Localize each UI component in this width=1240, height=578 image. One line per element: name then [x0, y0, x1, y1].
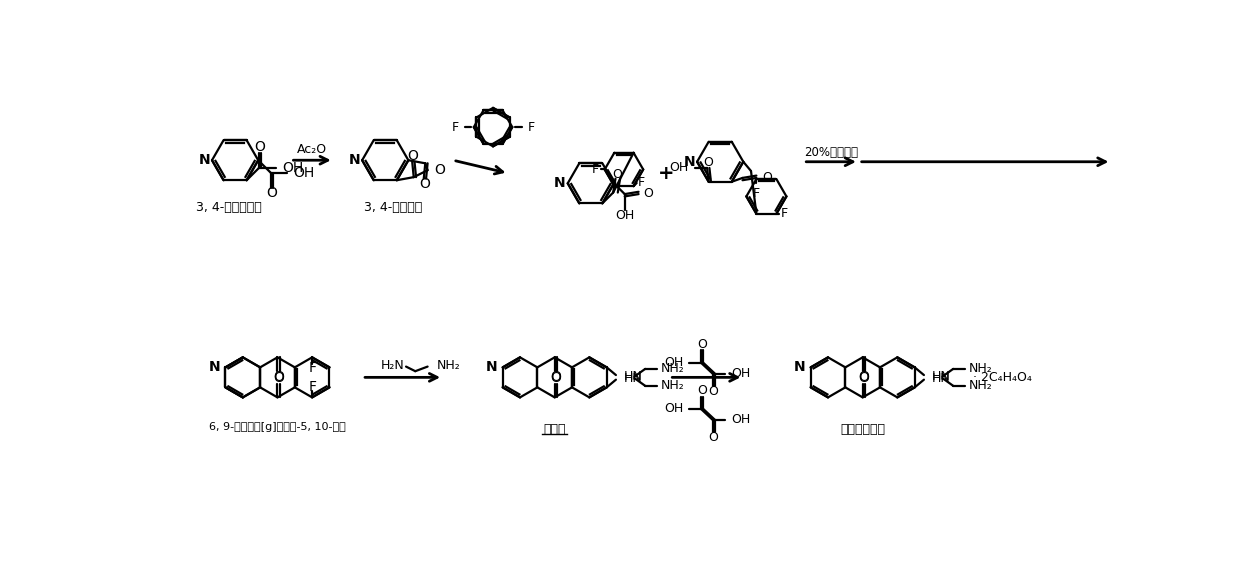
- Text: 20%发烟硫酸: 20%发烟硫酸: [804, 146, 858, 159]
- Text: O: O: [697, 384, 707, 397]
- Text: NH₂: NH₂: [968, 379, 992, 392]
- Text: HN: HN: [931, 372, 950, 384]
- Text: NH₂: NH₂: [661, 362, 684, 375]
- Text: OH: OH: [663, 402, 683, 416]
- Text: 6, 9-二氟苯并[g]异喹啉-5, 10-二酮: 6, 9-二氟苯并[g]异喹啉-5, 10-二酮: [210, 423, 346, 432]
- Text: N: N: [486, 360, 497, 375]
- Text: 3, 4-吡啶二羧酸: 3, 4-吡啶二羧酸: [196, 202, 262, 214]
- Text: F: F: [451, 121, 459, 134]
- Text: O: O: [858, 371, 869, 385]
- Text: NH₂: NH₂: [661, 379, 684, 392]
- Text: OH: OH: [615, 209, 635, 222]
- Text: H₂N: H₂N: [381, 358, 404, 372]
- Text: F: F: [309, 380, 316, 394]
- Text: O: O: [761, 171, 771, 184]
- Text: O: O: [613, 168, 622, 180]
- Text: O: O: [708, 385, 718, 398]
- Text: OH: OH: [730, 413, 750, 426]
- Text: O: O: [265, 186, 277, 201]
- Text: OH: OH: [294, 165, 315, 180]
- Text: F: F: [528, 121, 534, 134]
- Text: O: O: [697, 338, 707, 351]
- Text: O: O: [434, 163, 445, 177]
- Text: +: +: [658, 164, 675, 183]
- Text: O: O: [408, 149, 418, 164]
- Text: F: F: [309, 361, 316, 375]
- Text: N: N: [683, 155, 696, 169]
- Text: O: O: [708, 431, 718, 444]
- Text: 3, 4-吡啶酸酐: 3, 4-吡啶酸酐: [363, 202, 422, 214]
- Text: F: F: [591, 163, 599, 176]
- Text: N: N: [554, 176, 565, 190]
- Text: O: O: [644, 187, 653, 200]
- Text: O: O: [704, 156, 713, 169]
- Text: N: N: [198, 153, 210, 167]
- Text: N: N: [208, 360, 221, 375]
- Text: N: N: [348, 153, 361, 167]
- Text: OH: OH: [281, 161, 304, 175]
- Text: F: F: [781, 208, 789, 220]
- Text: HN: HN: [931, 370, 950, 383]
- Text: HN: HN: [624, 372, 642, 384]
- Text: 马来酸匹杉琼: 马来酸匹杉琼: [841, 423, 885, 436]
- Text: O: O: [551, 369, 560, 384]
- Text: O: O: [551, 371, 560, 385]
- Text: OH: OH: [730, 367, 750, 380]
- Text: O: O: [419, 177, 430, 191]
- Text: OH: OH: [670, 161, 688, 175]
- Text: O: O: [273, 369, 284, 384]
- Text: O: O: [254, 140, 265, 154]
- Text: NH₂: NH₂: [436, 358, 460, 372]
- Text: Ac₂O: Ac₂O: [298, 143, 327, 156]
- Text: O: O: [273, 371, 284, 385]
- Text: N: N: [794, 360, 806, 375]
- Text: F: F: [637, 176, 645, 189]
- Text: F: F: [753, 187, 760, 200]
- Text: · 2C₄H₄O₄: · 2C₄H₄O₄: [973, 371, 1032, 384]
- Text: 匹杉琼: 匹杉琼: [543, 423, 565, 436]
- Text: OH: OH: [663, 356, 683, 369]
- Text: HN: HN: [624, 370, 642, 383]
- Text: NH₂: NH₂: [968, 362, 992, 375]
- Text: O: O: [858, 369, 869, 384]
